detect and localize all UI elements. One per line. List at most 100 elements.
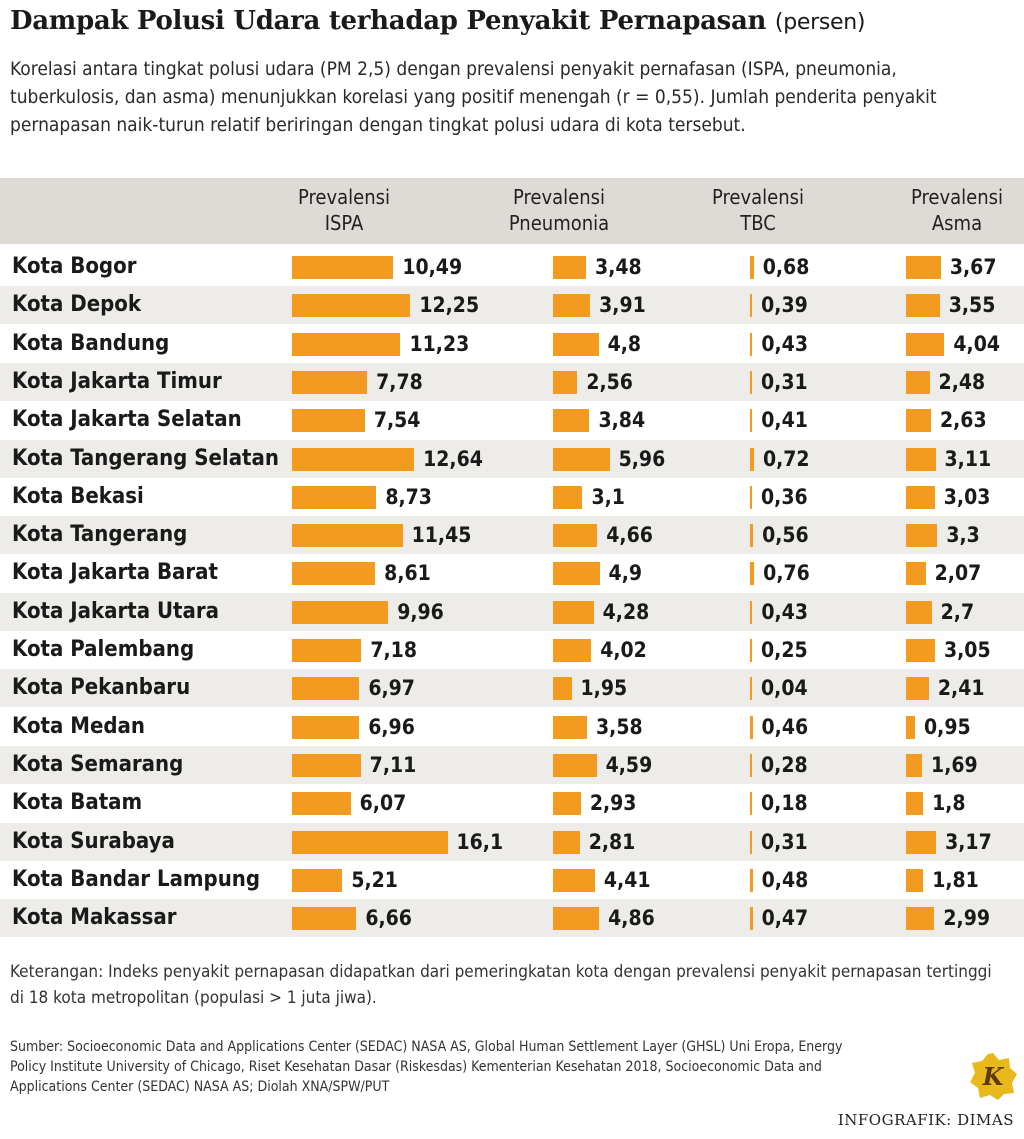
header-line-2: ISPA — [324, 211, 364, 235]
category-label: Kota Bogor — [12, 254, 137, 279]
category-label: Kota Jakarta Selatan — [12, 407, 242, 433]
category-label: Kota Jakarta Timur — [12, 368, 222, 394]
value-label-pneumonia: 1,95 — [580, 676, 628, 701]
bar-pneumonia — [553, 753, 597, 777]
category-label: Kota Tangerang — [12, 522, 188, 548]
bar-tbc — [750, 639, 752, 662]
value-label-asma: 1,8 — [932, 791, 966, 816]
bar-ispa — [292, 370, 368, 394]
kompas-logo-icon: K — [970, 1053, 1017, 1100]
bar-ispa — [292, 332, 401, 356]
value-label-ispa: 8,73 — [385, 484, 432, 509]
value-label-ispa: 7,54 — [373, 408, 421, 433]
chart-row: Kota Batam 6,07 2,93 0,18 1,8 — [0, 784, 1024, 822]
bar-ispa — [292, 792, 351, 816]
value-label-asma: 0,95 — [924, 714, 971, 739]
value-label-tbc: 0,46 — [761, 714, 809, 739]
logo-letter: K — [982, 1062, 1005, 1091]
bar-tbc — [750, 677, 752, 701]
bar-asma — [906, 409, 931, 433]
value-label-asma: 2,63 — [939, 408, 987, 433]
bar-pneumonia — [553, 485, 583, 509]
value-label-ispa: 7,11 — [369, 752, 417, 777]
value-label-tbc: 0,43 — [761, 331, 808, 356]
value-label-pneumonia: 4,41 — [603, 867, 651, 892]
bar-asma — [906, 256, 941, 279]
bar-asma — [906, 907, 935, 931]
value-label-ispa: 6,66 — [365, 906, 412, 931]
value-label-pneumonia: 3,58 — [596, 714, 643, 739]
bar-tbc — [750, 485, 752, 509]
value-label-ispa: 16,1 — [456, 829, 504, 854]
bar-tbc — [750, 256, 754, 279]
bar-tbc — [750, 907, 753, 931]
value-label-ispa: 7,78 — [376, 369, 423, 394]
bar-asma — [906, 753, 923, 777]
bar-tbc — [750, 524, 754, 548]
chart-row: Kota Depok 12,25 3,91 0,39 3,55 — [0, 286, 1024, 325]
chart-row: Kota Surabaya 16,1 2,81 0,31 3,17 — [0, 822, 1024, 861]
header-line-1: Prevalensi — [512, 185, 606, 209]
value-label-tbc: 0,28 — [761, 752, 808, 777]
title-unit: (persen) — [774, 10, 866, 35]
value-label-tbc: 0,39 — [761, 293, 808, 318]
value-label-tbc: 0,56 — [762, 523, 809, 548]
category-label: Kota Tangerang Selatan — [12, 445, 279, 471]
source-note: Sumber: Socioeconomic Data and Applicati… — [10, 1039, 843, 1095]
value-label-tbc: 0,72 — [762, 446, 810, 471]
column-header-pneumonia: Prevalensi Pneumonia — [474, 184, 644, 236]
category-label: Kota Palembang — [12, 637, 195, 662]
bar-pneumonia — [553, 792, 581, 816]
value-label-asma: 3,3 — [946, 523, 980, 548]
bar-asma — [906, 370, 930, 394]
bar-ispa — [292, 639, 362, 662]
value-label-pneumonia: 4,86 — [608, 906, 655, 931]
bar-asma — [906, 524, 938, 548]
bar-pneumonia — [553, 370, 578, 394]
column-header-asma: Prevalensi Asma — [872, 184, 1024, 236]
bar-ispa — [292, 753, 361, 777]
value-label-ispa: 6,96 — [368, 714, 415, 739]
header-line-1: Prevalensi — [910, 185, 1004, 209]
bar-tbc — [750, 294, 753, 318]
value-label-ispa: 11,23 — [409, 331, 470, 356]
category-label: Kota Surabaya — [12, 828, 175, 854]
chart-row: Kota Bandar Lampung 5,21 4,41 0,48 1,81 — [0, 861, 1024, 899]
chart-row: Kota Palembang 7,18 4,02 0,25 3,05 — [0, 631, 1024, 669]
chart-row: Kota Medan 6,96 3,58 0,46 0,95 — [0, 708, 1024, 746]
chart-row: Kota Tangerang 11,45 4,66 0,56 3,3 — [0, 516, 1024, 555]
value-label-pneumonia: 4,59 — [605, 752, 653, 777]
value-label-asma: 2,48 — [938, 369, 986, 394]
category-label: Kota Makassar — [12, 905, 177, 931]
bar-ispa — [292, 600, 389, 624]
bar-pneumonia — [553, 868, 595, 892]
bar-asma — [906, 447, 936, 471]
value-label-ispa: 5,21 — [351, 867, 398, 892]
chart-row: Kota Semarang 7,11 4,59 0,28 1,69 — [0, 745, 1024, 784]
value-label-tbc: 0,18 — [761, 791, 808, 816]
category-label: Kota Depok — [12, 292, 142, 318]
value-label-asma: 2,41 — [937, 676, 985, 701]
bar-pneumonia — [553, 562, 600, 586]
category-label: Kota Bandung — [12, 330, 170, 356]
chart-row: Kota Jakarta Barat 8,61 4,9 0,76 2,07 — [0, 554, 1024, 592]
bar-tbc — [750, 600, 753, 624]
value-label-tbc: 0,36 — [761, 484, 808, 509]
chart-row: Kota Jakarta Selatan 7,54 3,84 0,41 2,63 — [0, 401, 1024, 439]
bar-pneumonia — [553, 715, 587, 739]
value-label-asma: 2,7 — [940, 599, 975, 624]
bar-pneumonia — [553, 830, 580, 854]
bar-ispa — [292, 868, 343, 892]
bar-tbc — [750, 370, 752, 394]
value-label-asma: 1,69 — [931, 752, 978, 777]
value-label-asma: 2,07 — [934, 561, 982, 586]
bar-ispa — [292, 256, 394, 279]
bar-ispa — [292, 294, 411, 318]
category-label: Kota Medan — [12, 713, 145, 739]
value-label-asma: 2,99 — [943, 906, 991, 931]
bar-asma — [906, 562, 926, 586]
bar-tbc — [750, 830, 752, 854]
bar-tbc — [750, 753, 752, 777]
bar-ispa — [292, 409, 365, 433]
value-label-ispa: 7,18 — [370, 638, 417, 662]
